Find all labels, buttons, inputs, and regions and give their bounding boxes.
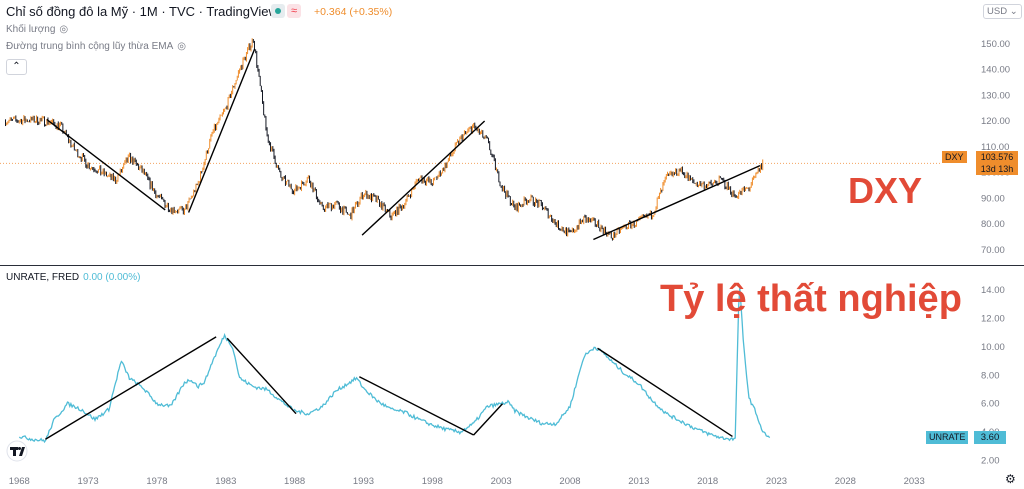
dxy-countdown: 13d 13h: [980, 164, 1014, 174]
dxy-trendline: [46, 118, 166, 211]
dxy-symbol-tag: DXY: [942, 151, 967, 163]
x-tick: 2008: [559, 476, 580, 487]
legend-volume-label: Khối lượng: [6, 24, 56, 35]
unrate-trendline: [359, 376, 474, 436]
legend-volume[interactable]: Khối lượng ◎: [6, 24, 68, 35]
x-tick: 1993: [353, 476, 374, 487]
collapse-legend-button[interactable]: ⌃: [6, 59, 27, 75]
settings-gear-icon[interactable]: ⚙: [1005, 472, 1016, 486]
pane-separator[interactable]: [0, 265, 1024, 266]
currency-label: USD: [987, 6, 1008, 17]
unrate-line: [18, 287, 771, 444]
dxy-trendline: [187, 48, 256, 213]
dxy-y-tick: 80.00: [981, 219, 1005, 230]
x-tick: 1988: [284, 476, 305, 487]
x-tick: 2013: [628, 476, 649, 487]
x-tick: 1968: [9, 476, 30, 487]
x-tick: 1998: [422, 476, 443, 487]
x-tick: 1983: [215, 476, 236, 487]
dxy-y-tick: 90.00: [981, 193, 1005, 204]
unrate-y-tick: 14.00: [981, 285, 1005, 296]
chevron-down-icon: ⌄: [1009, 6, 1018, 17]
chart-title: Chỉ số đồng đô la Mỹ · 1M · TVC · Tradin…: [6, 4, 278, 19]
dxy-y-tick: 120.00: [981, 116, 1010, 127]
eye-hidden-icon[interactable]: ◎: [177, 41, 186, 52]
unrate-symbol-tag: UNRATE: [926, 431, 969, 444]
x-tick: 2033: [904, 476, 925, 487]
currency-button[interactable]: USD ⌄: [983, 4, 1022, 19]
x-tick: 2018: [697, 476, 718, 487]
dxy-y-tick: 70.00: [981, 245, 1005, 256]
unemployment-annotation: Tỷ lệ thất nghiệp: [660, 278, 962, 320]
unrate-trendline: [45, 336, 217, 440]
unrate-y-tick: 6.00: [981, 399, 1000, 410]
market-status-icon[interactable]: [271, 4, 285, 18]
data-approx-button[interactable]: ≈: [287, 4, 301, 18]
tradingview-logo-icon[interactable]: [6, 440, 28, 462]
unrate-trendline: [226, 337, 297, 415]
x-tick: 2028: [835, 476, 856, 487]
price-change: +0.364 (+0.35%): [314, 6, 393, 18]
indicator-value: 0.00 (0.00%): [83, 272, 141, 283]
dxy-y-tick: 130.00: [981, 90, 1010, 101]
unrate-trendline: [473, 403, 504, 436]
indicator-title: UNRATE, FRED: [6, 272, 80, 283]
indicator-legend: UNRATE, FRED 0.00 (0.00%): [6, 272, 140, 283]
dxy-y-tick: 110.00: [981, 142, 1009, 153]
legend-ema-label: Đường trung bình cộng lũy thừa EMA: [6, 41, 174, 52]
dxy-y-tick: 150.00: [981, 39, 1010, 50]
unrate-value-tag: 3.60: [974, 431, 1006, 444]
dxy-price-tag: 103.576 13d 13h: [976, 151, 1018, 175]
dxy-trendline: [361, 120, 486, 236]
x-tick: 1978: [146, 476, 167, 487]
unrate-y-tick: 8.00: [981, 370, 1000, 381]
dxy-annotation: DXY: [848, 170, 923, 211]
unrate-y-tick: 12.00: [981, 313, 1005, 324]
dxy-trendline: [593, 164, 761, 241]
unrate-y-tick: 2.00: [981, 456, 1000, 467]
x-tick: 2003: [491, 476, 512, 487]
legend-ema[interactable]: Đường trung bình cộng lũy thừa EMA ◎: [6, 41, 186, 52]
unrate-trendline: [597, 347, 733, 438]
unrate-y-tick: 10.00: [981, 342, 1005, 353]
dxy-y-tick: 140.00: [981, 65, 1010, 76]
x-tick: 2023: [766, 476, 787, 487]
eye-hidden-icon[interactable]: ◎: [59, 24, 69, 35]
dxy-price: 103.576: [980, 152, 1014, 162]
x-tick: 1973: [78, 476, 99, 487]
